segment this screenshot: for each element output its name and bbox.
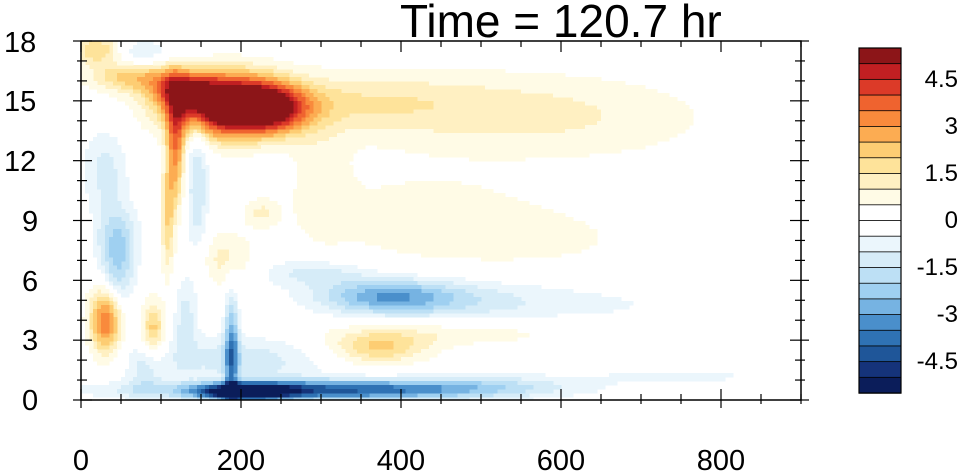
x-tick-label: 400 bbox=[377, 445, 425, 473]
colorbar-label: 3 bbox=[945, 113, 958, 140]
contour-band bbox=[105, 217, 534, 400]
colorbar-swatch bbox=[858, 235, 902, 253]
contour-field bbox=[81, 41, 801, 400]
x-tick-label: 600 bbox=[537, 445, 585, 473]
y-tick-label: 18 bbox=[4, 27, 36, 59]
colorbar-swatch bbox=[858, 251, 902, 269]
y-axis: 0 3 6 9 12 15 18 bbox=[4, 27, 38, 417]
colorbar-swatch bbox=[858, 188, 902, 206]
colorbar-swatch bbox=[858, 141, 902, 159]
y-tick-label: 6 bbox=[22, 266, 38, 298]
contour-band bbox=[165, 81, 294, 126]
colorbar-label: -4.5 bbox=[917, 348, 958, 375]
colorbar-swatch bbox=[858, 282, 902, 300]
y-tick-label: 0 bbox=[22, 385, 38, 417]
contour-band bbox=[93, 65, 394, 350]
y-tick-label: 15 bbox=[4, 86, 36, 118]
colorbar bbox=[858, 47, 902, 394]
colorbar-swatch bbox=[858, 314, 902, 331]
contour-band bbox=[209, 381, 302, 398]
contour-band bbox=[97, 69, 322, 338]
colorbar-swatch bbox=[858, 173, 902, 190]
colorbar-swatch bbox=[858, 204, 902, 222]
x-tick-label: 0 bbox=[73, 445, 89, 473]
colorbar-swatch bbox=[858, 78, 902, 96]
colorbar-frame bbox=[858, 47, 902, 394]
colorbar-swatch bbox=[858, 267, 902, 284]
colorbar-swatch bbox=[858, 298, 902, 316]
contour-band bbox=[81, 41, 734, 400]
colorbar-swatch bbox=[858, 157, 902, 175]
chart-title: Time = 120.7 hr bbox=[400, 0, 722, 47]
axis-ticks bbox=[73, 40, 809, 408]
colorbar-swatch bbox=[858, 329, 902, 347]
contour-band bbox=[109, 229, 506, 400]
colorbar-swatch bbox=[858, 126, 902, 143]
colorbar-label: 4.5 bbox=[925, 66, 958, 93]
contour-band bbox=[205, 381, 314, 400]
contour-band bbox=[85, 41, 434, 358]
contour-band bbox=[201, 349, 358, 400]
y-tick-label: 9 bbox=[22, 206, 38, 238]
contour-band bbox=[181, 289, 478, 400]
x-tick-label: 800 bbox=[697, 445, 745, 473]
colorbar-swatch bbox=[858, 361, 902, 379]
contour-band bbox=[161, 77, 302, 134]
colorbar-swatch bbox=[858, 220, 902, 237]
contour-band bbox=[81, 41, 602, 362]
colorbar-label: 0 bbox=[945, 207, 958, 234]
contour-band bbox=[97, 153, 562, 400]
y-tick-label: 3 bbox=[22, 325, 38, 357]
x-axis: 0 200 400 600 800 bbox=[73, 445, 745, 473]
contour-band bbox=[189, 293, 442, 400]
y-tick-label: 12 bbox=[4, 146, 36, 178]
colorbar-label: -1.5 bbox=[917, 254, 958, 281]
colorbar-swatch bbox=[858, 63, 902, 81]
colorbar-label: 1.5 bbox=[925, 160, 958, 187]
colorbar-labels: 4.5 3 1.5 0 -1.5 -3 -4.5 bbox=[917, 66, 958, 375]
colorbar-swatch bbox=[858, 47, 902, 65]
x-tick-label: 200 bbox=[217, 445, 265, 473]
colorbar-swatch bbox=[858, 110, 902, 128]
contour-band bbox=[81, 41, 694, 366]
colorbar-swatch bbox=[858, 376, 902, 394]
colorbar-swatch bbox=[858, 94, 902, 112]
colorbar-swatch bbox=[858, 345, 902, 363]
colorbar-label: -3 bbox=[937, 301, 958, 328]
